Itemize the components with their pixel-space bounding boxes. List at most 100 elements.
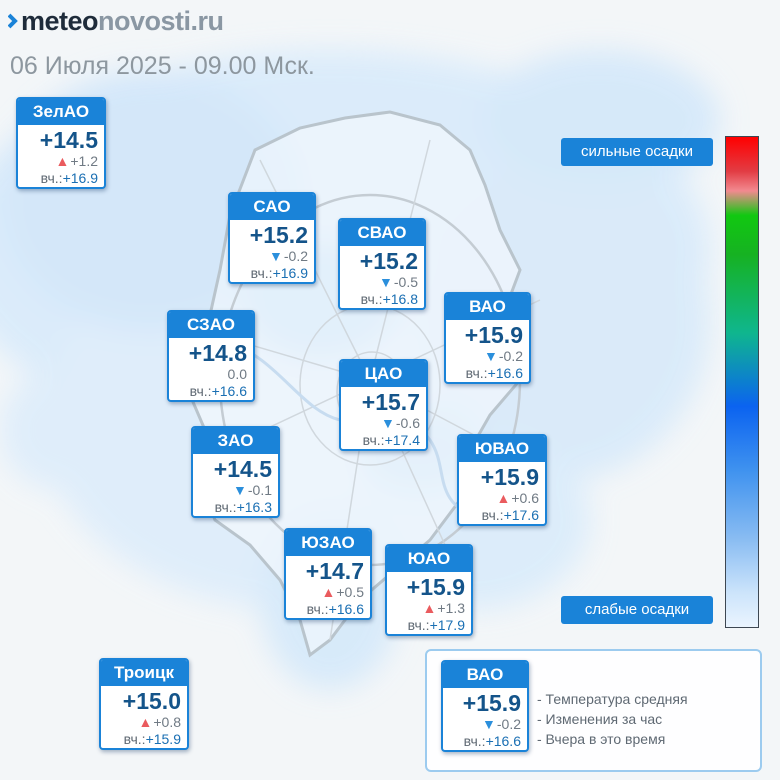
logo-text-novosti: novosti [98, 6, 191, 36]
legend-line-hourly-change: - Изменения за час [537, 711, 663, 727]
yesterday-label: вч.: [463, 733, 486, 749]
yesterday-label: вч.: [360, 291, 383, 307]
district-temperature: +15.2 [249, 222, 308, 248]
yesterday-temperature: +15.9 [145, 731, 181, 747]
trend-arrow-icon: ▲ [321, 584, 336, 600]
trend-arrow-icon: ▲ [55, 153, 70, 169]
district-temperature: +15.2 [359, 248, 418, 274]
trend-arrow-icon: ▼ [233, 482, 247, 498]
hourly-change-value: -0.1 [247, 482, 272, 498]
yesterday-temperature: +16.6 [328, 601, 364, 617]
yesterday-value: вч.:+17.4 [347, 431, 420, 449]
yesterday-value: вч.:+17.9 [393, 616, 465, 634]
legend-explanations: - Температура средняя - Изменения за час… [537, 689, 688, 749]
yesterday-value: вч.:+16.6 [175, 382, 247, 400]
district-card-svao: СВАО +15.2 ▼-0.5 вч.:+16.8 [338, 218, 426, 310]
hourly-change-value: +1.3 [437, 600, 465, 616]
hourly-change-value: -0.2 [498, 348, 523, 364]
strong-precipitation-label: сильные осадки [561, 138, 713, 166]
yesterday-temperature: +17.9 [429, 617, 465, 633]
logo-text-ru: .ru [190, 6, 225, 36]
yesterday-label: вч.: [250, 265, 273, 281]
district-temperature: +15.7 [361, 389, 420, 415]
hourly-change: 0.0 [175, 366, 247, 382]
site-logo[interactable]: meteonovosti.ru [8, 6, 224, 37]
yesterday-value: вч.:+16.3 [199, 498, 272, 516]
hourly-change: ▲+0.8 [107, 714, 182, 730]
yesterday-value: вч.:+16.6 [292, 600, 364, 618]
district-name: ЮАО [387, 546, 471, 572]
district-card-sao: САО +15.2 ▼-0.2 вч.:+16.9 [228, 192, 316, 284]
district-name: СЗАО [169, 312, 253, 338]
district-temperature: +15.9 [480, 464, 539, 490]
legend-line-average-temperature: - Температура средняя [537, 691, 688, 707]
district-card-troitsk: Троицк +15.0 ▲+0.8 вч.:+15.9 [99, 658, 189, 750]
hourly-change-value: -0.6 [395, 415, 420, 431]
precipitation-color-scale [725, 136, 759, 628]
district-temperature: +14.5 [39, 127, 98, 153]
yesterday-temperature: +16.6 [211, 383, 247, 399]
district-temperature: +15.0 [122, 688, 181, 714]
yesterday-temperature: +16.9 [272, 265, 308, 281]
district-card-yuao: ЮАО +15.9 ▲+1.3 вч.:+17.9 [385, 544, 473, 636]
yesterday-label: вч.: [465, 365, 488, 381]
district-card-yuvao: ЮВАО +15.9 ▲+0.6 вч.:+17.6 [457, 434, 547, 526]
district-name: ЦАО [341, 361, 426, 387]
trend-arrow-icon: ▲ [496, 490, 511, 506]
map-legend: ВАО +15.9 ▼-0.2 вч.:+16.6 - Температура … [425, 649, 762, 772]
trend-arrow-icon: ▲ [422, 600, 437, 616]
hourly-change: ▲+1.3 [393, 600, 466, 616]
yesterday-temperature: +17.6 [503, 507, 539, 523]
hourly-change-value: +0.8 [153, 714, 181, 730]
district-name: САО [230, 194, 314, 220]
yesterday-label: вч.: [214, 499, 237, 515]
hourly-change: ▼-0.2 [449, 716, 521, 732]
hourly-change: ▼-0.2 [236, 248, 308, 264]
yesterday-temperature: +16.6 [487, 365, 523, 381]
district-temperature: +15.9 [406, 574, 465, 600]
hourly-change-value: 0.0 [227, 366, 247, 382]
yesterday-label: вч.: [407, 617, 430, 633]
legend-sample-card: ВАО +15.9 ▼-0.2 вч.:+16.6 [441, 660, 529, 752]
district-card-cao: ЦАО +15.7 ▼-0.6 вч.:+17.4 [339, 359, 428, 451]
weak-precipitation-label: слабые осадки [561, 596, 713, 624]
hourly-change-value: +0.5 [336, 584, 364, 600]
hourly-change: ▲+0.6 [465, 490, 540, 506]
hourly-change-value: +1.2 [70, 153, 98, 169]
yesterday-value: вч.:+16.9 [236, 264, 308, 282]
hourly-change: ▲+1.2 [24, 153, 99, 169]
trend-arrow-icon: ▼ [484, 348, 498, 364]
district-name: ВАО [443, 662, 527, 688]
yesterday-label: вч.: [189, 383, 212, 399]
hourly-change-value: -0.2 [496, 716, 521, 732]
yesterday-temperature: +16.3 [236, 499, 272, 515]
district-temperature: +15.9 [462, 690, 521, 716]
legend-line-yesterday: - Вчера в это время [537, 731, 666, 747]
yesterday-label: вч.: [362, 432, 385, 448]
hourly-change: ▼-0.6 [347, 415, 420, 431]
yesterday-value: вч.:+15.9 [107, 730, 181, 748]
district-name: ЮВАО [459, 436, 545, 462]
district-temperature: +14.8 [188, 340, 247, 366]
district-temperature: +15.9 [464, 322, 523, 348]
district-card-szao: СЗАО +14.8 0.0 вч.:+16.6 [167, 310, 255, 402]
trend-arrow-icon: ▼ [381, 415, 395, 431]
date-time-line: 06 Июля 2025 - 09.00 Мск. [10, 52, 315, 80]
district-card-zelao: ЗелАО +14.5 ▲+1.2 вч.:+16.9 [16, 97, 106, 189]
district-temperature: +14.7 [305, 558, 364, 584]
trend-arrow-icon: ▼ [379, 274, 393, 290]
hourly-change-value: -0.5 [393, 274, 418, 290]
hourly-change: ▼-0.2 [452, 348, 523, 364]
yesterday-label: вч.: [40, 170, 63, 186]
district-card-zao: ЗАО +14.5 ▼-0.1 вч.:+16.3 [191, 426, 280, 518]
district-name: ВАО [446, 294, 529, 320]
yesterday-temperature: +16.8 [382, 291, 418, 307]
hourly-change-value: -0.2 [283, 248, 308, 264]
trend-arrow-icon: ▲ [138, 714, 153, 730]
district-name: ЗелАО [18, 99, 104, 125]
district-temperature: +14.5 [213, 456, 272, 482]
yesterday-label: вч.: [481, 507, 504, 523]
yesterday-temperature: +16.6 [485, 733, 521, 749]
yesterday-label: вч.: [306, 601, 329, 617]
district-name: ЗАО [193, 428, 278, 454]
